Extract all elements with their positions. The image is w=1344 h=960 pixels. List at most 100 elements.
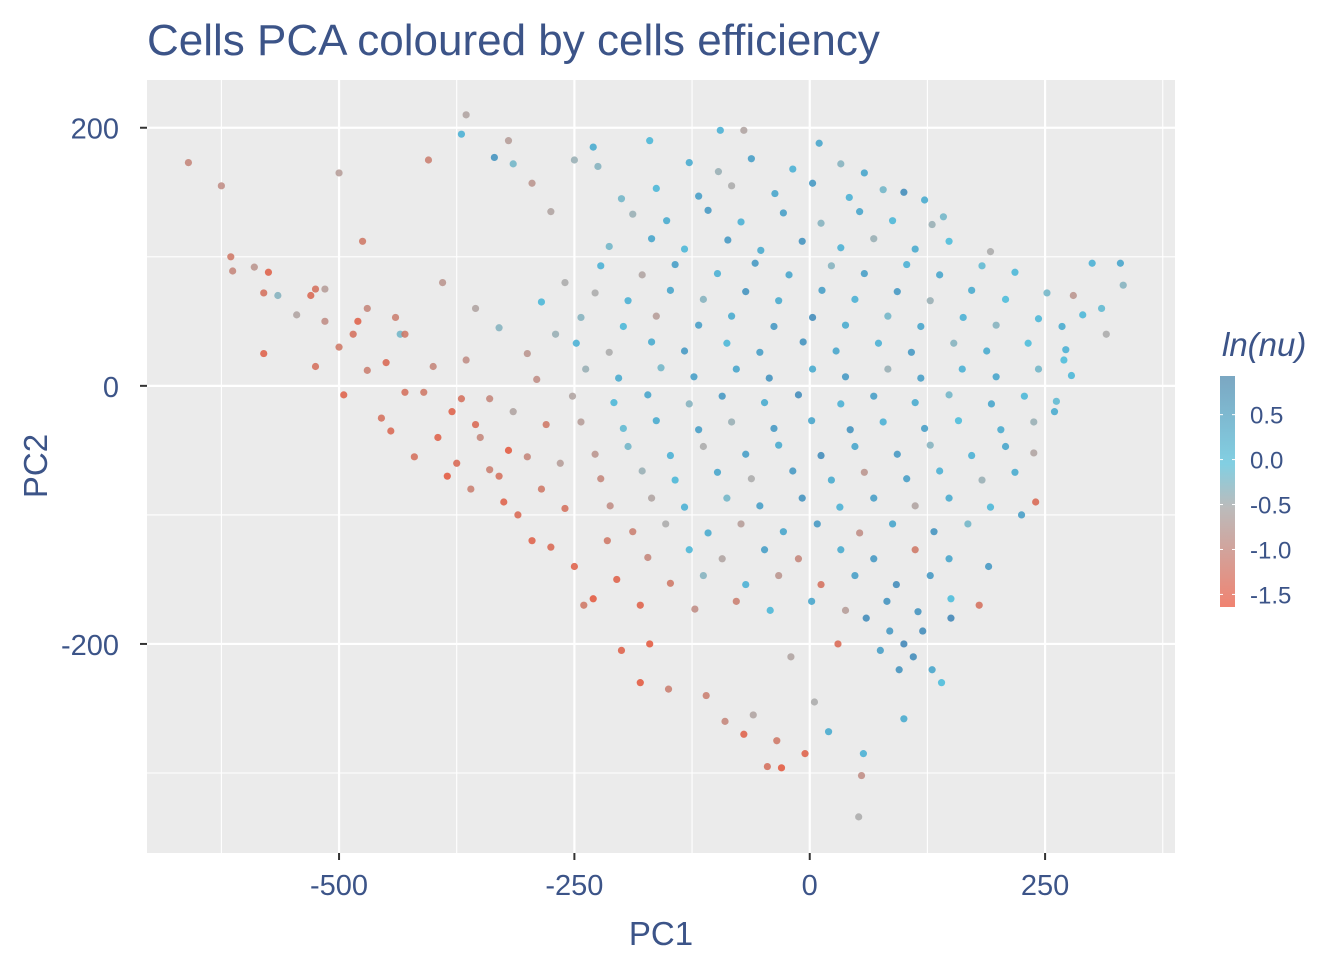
data-point [476,433,484,442]
data-point [664,685,673,693]
data-point [945,391,953,399]
data-point [229,267,237,275]
data-point [514,511,522,519]
data-point [756,502,764,510]
legend-tick-label: -1.0 [1250,537,1291,564]
data-point [827,476,835,484]
data-point [900,640,908,648]
x-tick-label: 250 [1021,870,1069,902]
data-point [870,555,878,563]
data-point [561,504,569,513]
data-point [1011,268,1019,276]
data-point [950,339,958,347]
data-point [992,321,1000,329]
data-point [438,279,447,287]
data-point [504,137,513,145]
data-point [523,453,531,461]
data-point [391,313,400,322]
data-point [1034,315,1043,323]
legend-tick-label: 0.5 [1250,403,1283,430]
data-point [1102,330,1110,338]
legend-tick-label: -1.5 [1250,582,1291,609]
data-point [311,285,320,293]
data-point [1034,365,1043,373]
data-point [888,217,897,225]
data-point [597,262,605,270]
data-point [533,375,541,383]
data-points [184,111,1127,821]
data-point [690,373,698,381]
y-tick-label: 200 [71,114,119,146]
data-point [879,418,887,426]
data-point [666,579,675,587]
data-point [691,605,699,613]
data-point [434,433,442,442]
colorbar [1220,376,1235,607]
data-point [945,494,953,502]
data-point [884,365,892,373]
data-point [610,399,618,407]
data-point [490,153,498,162]
data-point [716,126,724,134]
data-point [789,165,797,173]
data-point [644,553,652,562]
data-point [695,426,703,434]
data-point [919,627,927,635]
data-point [335,343,343,351]
data-point [217,182,225,190]
data-point [815,139,823,147]
data-point [615,374,623,382]
data-point [851,571,859,580]
data-point [260,349,268,358]
chart-title: Cells PCA coloured by cells efficiency [147,16,880,65]
data-point [907,348,916,356]
data-point [939,213,948,221]
data-point [775,571,783,580]
data-point [582,365,590,373]
data-point [1060,356,1068,364]
data-point [856,208,864,216]
data-point [591,450,599,458]
data-point [617,195,626,203]
legend-tick-label: 0.0 [1250,448,1283,475]
data-point [808,179,817,187]
data-point [892,580,900,589]
data-point [311,362,320,371]
y-axis-label: PC2 [17,434,54,498]
data-point [1011,468,1019,476]
data-point [958,365,966,373]
data-point [619,424,627,433]
data-point [685,158,693,167]
data-point [794,555,803,563]
data-point [883,597,891,605]
data-point [810,698,819,706]
x-axis-label: PC1 [629,915,693,952]
data-point [321,285,329,293]
data-point [757,246,765,254]
data-point [888,520,897,528]
data-point [704,529,712,537]
data-point [985,562,993,571]
data-point [787,653,795,661]
data-point [845,193,853,202]
data-point [874,339,883,347]
data-point [851,295,859,303]
data-point [354,317,362,325]
data-point [723,339,731,347]
data-point [760,546,769,554]
data-point [457,395,466,403]
color-legend: ln(nu) 0.5 0.0 -0.5 -1.0 -1.5 [1220,326,1306,609]
data-point [851,442,859,451]
data-point [986,248,995,256]
data-point [685,546,693,554]
data-point [680,245,689,253]
data-point [662,520,670,528]
data-point [870,494,878,502]
data-point [646,137,654,145]
data-point [568,392,577,400]
data-point [911,502,919,510]
data-point [184,158,193,167]
data-point [699,442,707,451]
data-point [1119,281,1127,289]
